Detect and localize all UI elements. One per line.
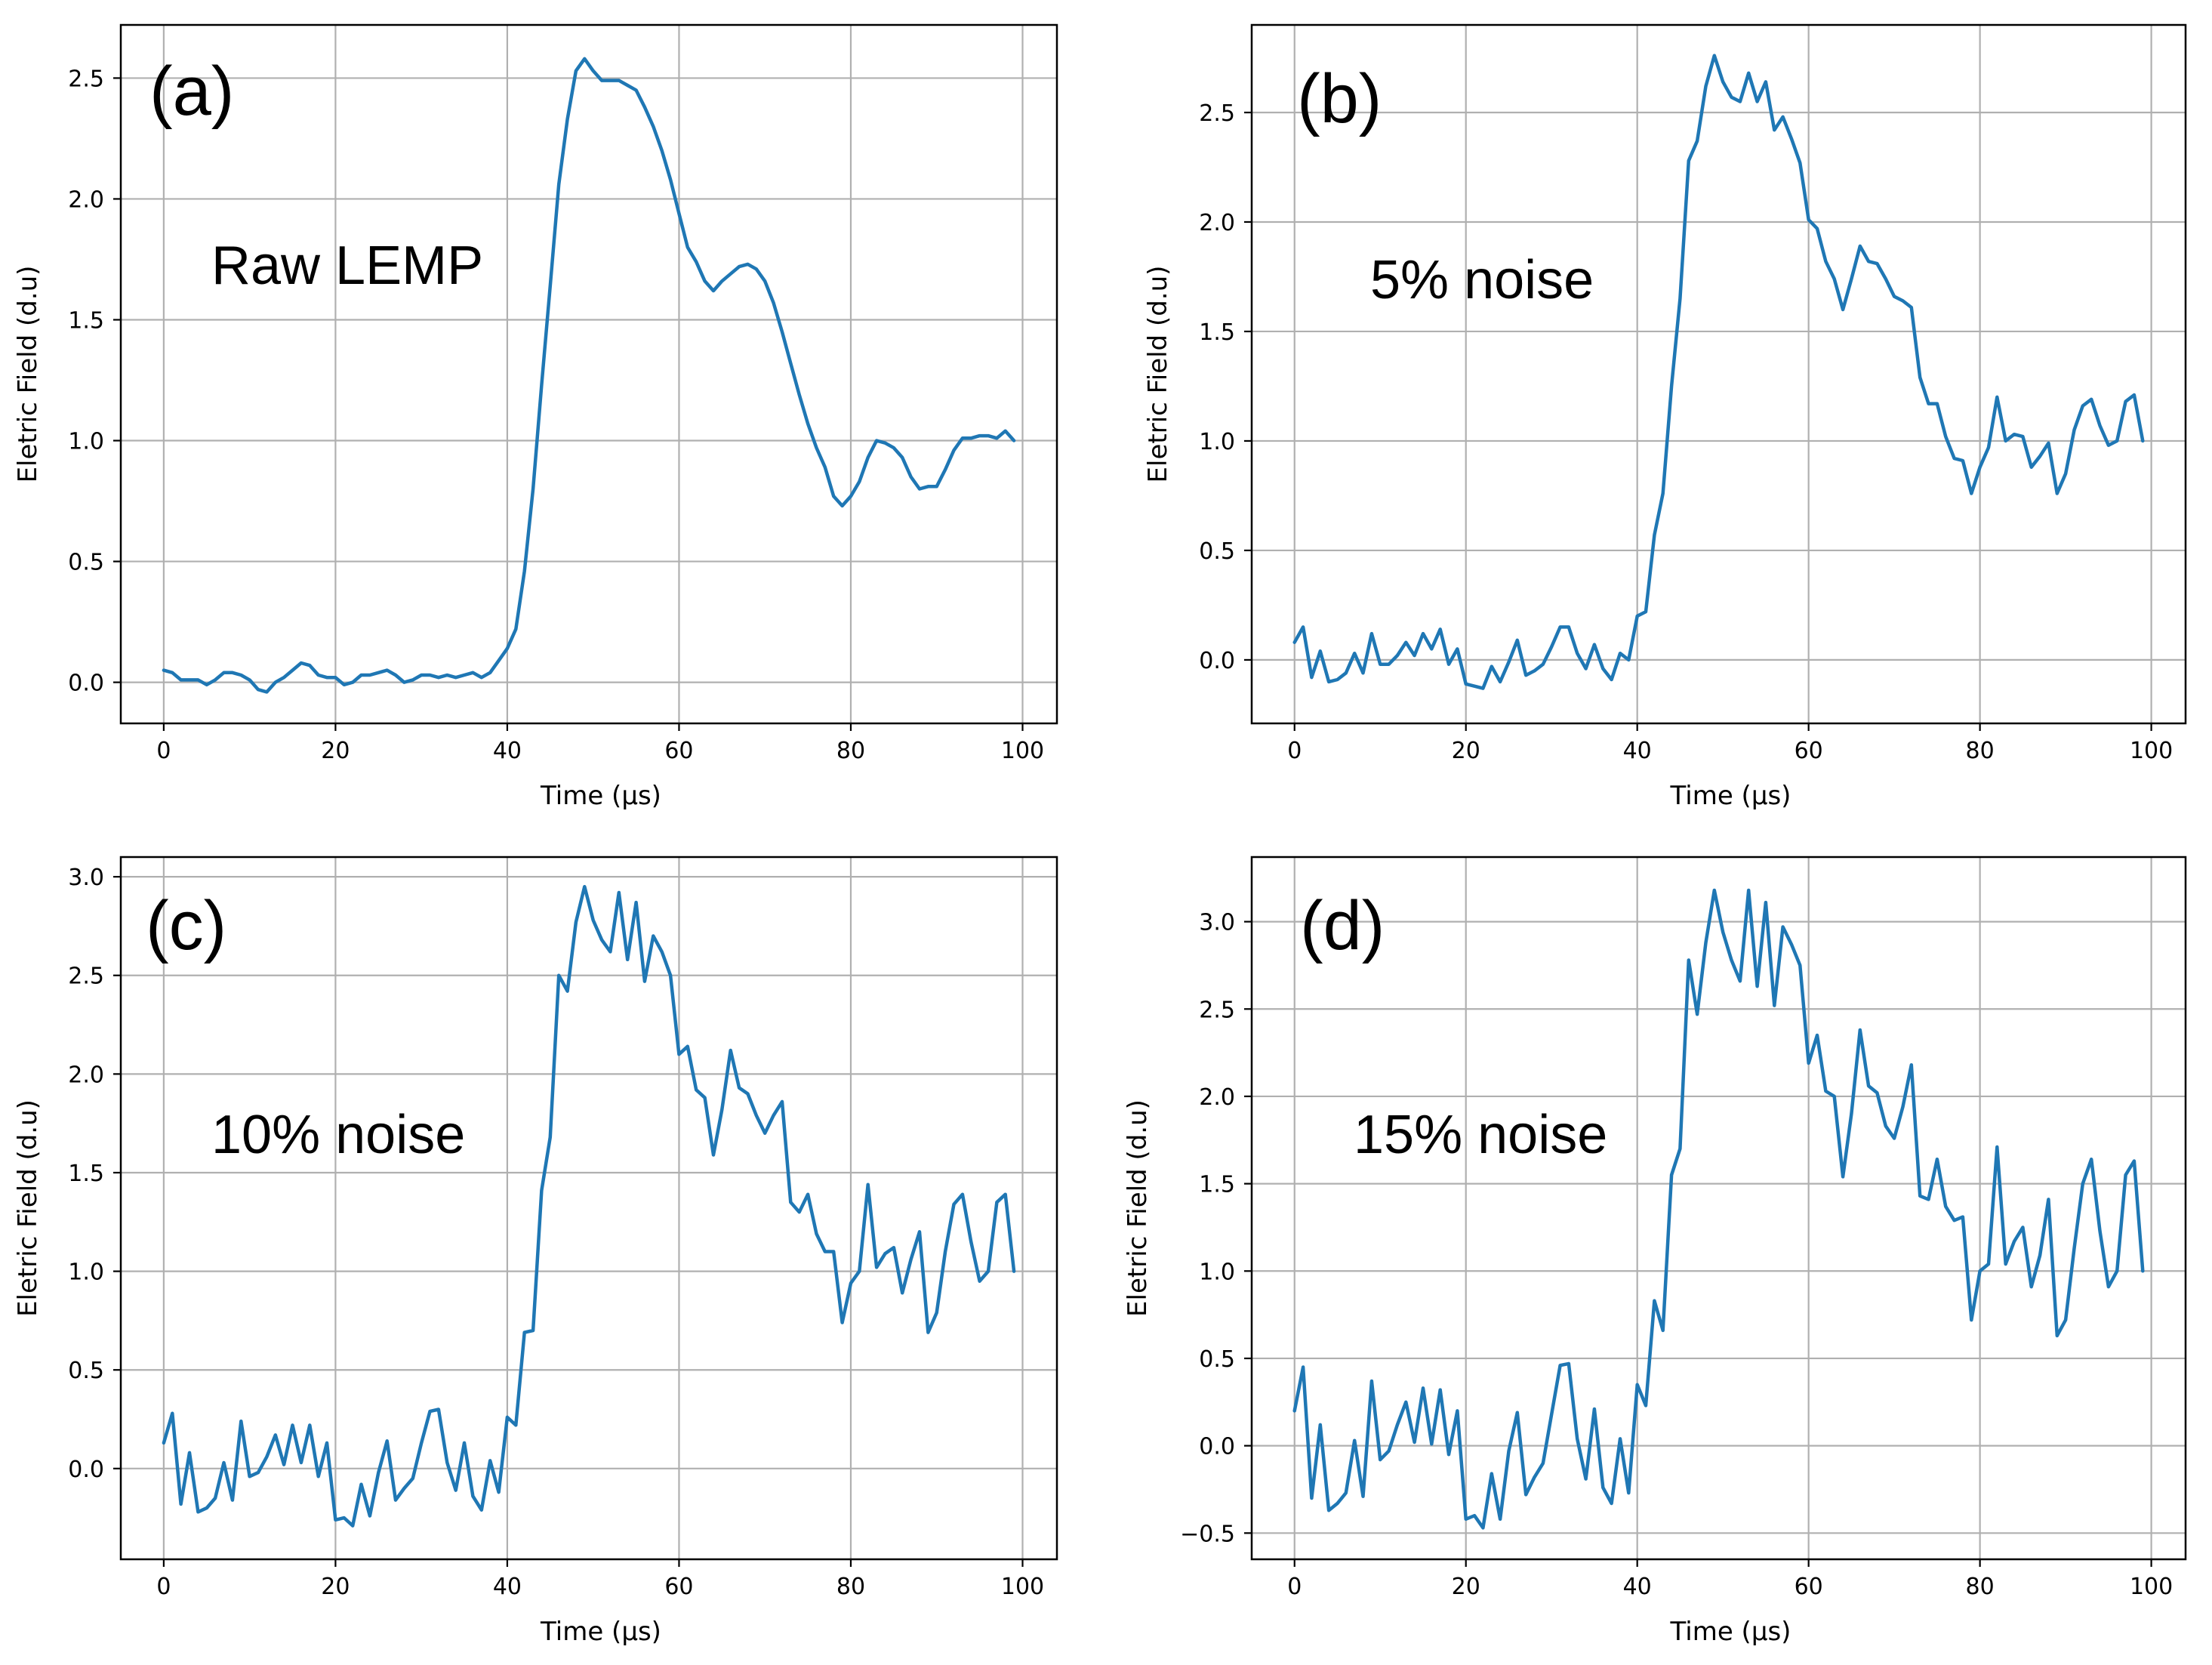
y-tick-label: 1.0 <box>1199 1259 1235 1285</box>
plot-frame <box>119 23 1058 725</box>
panel-label: (b) <box>1297 60 1382 137</box>
x-tick-label: 80 <box>1966 1574 1995 1600</box>
plot-frame <box>1250 23 2187 725</box>
y-tick-label: 0.5 <box>1199 538 1235 565</box>
x-tick-label: 100 <box>2130 1574 2173 1600</box>
y-tick-label: 2.0 <box>68 187 104 213</box>
y-tick-label: 1.0 <box>68 1260 104 1286</box>
y-tick-label: 1.0 <box>68 429 104 455</box>
x-axis-label: Time (μs) <box>540 781 661 811</box>
panel-annotation: 10% noise <box>211 1105 465 1165</box>
x-tick-label: 80 <box>836 1574 865 1600</box>
series-line <box>1292 888 2145 1530</box>
y-tick-label: 1.5 <box>68 307 104 334</box>
x-tick-label: 60 <box>664 738 693 764</box>
x-axis-label: Time (μs) <box>1670 781 1791 811</box>
x-tick-label: 0 <box>156 738 171 764</box>
x-tick-label: 60 <box>1795 1574 1823 1600</box>
x-tick-label: 80 <box>1966 738 1995 764</box>
y-tick-label: 3.0 <box>68 865 104 891</box>
x-tick-label: 60 <box>1795 738 1823 764</box>
y-axis-label: Eletric Field (d.u) <box>13 1099 43 1317</box>
y-tick-label: 2.0 <box>1199 210 1235 236</box>
x-tick-label: 20 <box>1452 1574 1480 1600</box>
y-tick-label: 2.0 <box>1199 1084 1235 1111</box>
x-tick-label: 0 <box>1287 1574 1302 1600</box>
y-axis-label: Eletric Field (d.u) <box>1143 266 1173 483</box>
x-tick-label: 40 <box>1623 738 1652 764</box>
x-tick-label: 100 <box>1001 1574 1044 1600</box>
y-tick-label: 2.5 <box>68 66 104 92</box>
y-tick-label: 1.5 <box>68 1161 104 1187</box>
x-tick-label: 60 <box>664 1574 693 1600</box>
panel-label: (c) <box>146 887 226 964</box>
panel-annotation: Raw LEMP <box>211 236 483 296</box>
x-axis-label: Time (μs) <box>540 1617 661 1647</box>
y-axis-label: Eletric Field (d.u) <box>13 266 43 483</box>
x-tick-label: 0 <box>156 1574 171 1600</box>
y-tick-label: 2.5 <box>1199 997 1235 1023</box>
chart-panel-a: 0 20 40 60 80 100 0.0 0.5 1.0 1.5 2.0 2.5 Time (μs) E… <box>13 23 1058 811</box>
plot-frame <box>1250 856 2187 1561</box>
y-tick-label: −0.5 <box>1180 1521 1235 1547</box>
y-tick-label: 3.0 <box>1199 910 1235 936</box>
y-tick-label: 0.0 <box>1199 1434 1235 1460</box>
chart-panel-c: 0 20 40 60 80 100 0.0 0.5 1.0 1.5 2.0 2.5 3.0 Time (μ… <box>13 856 1058 1647</box>
y-tick-label: 0.5 <box>1199 1346 1235 1373</box>
x-tick-label: 100 <box>2130 738 2173 764</box>
y-tick-label: 0.0 <box>1199 648 1235 674</box>
panel-label: (d) <box>1300 887 1385 964</box>
x-tick-label: 40 <box>1623 1574 1652 1600</box>
y-tick-label: 0.0 <box>68 1457 104 1483</box>
plot-frame <box>119 856 1058 1561</box>
series-line <box>162 884 1016 1528</box>
x-tick-label: 20 <box>321 1574 350 1600</box>
x-tick-label: 80 <box>836 738 865 764</box>
x-tick-label: 40 <box>493 1574 522 1600</box>
x-axis-label: Time (μs) <box>1670 1617 1791 1647</box>
y-tick-label: 0.5 <box>68 550 104 576</box>
panel-label: (a) <box>149 53 234 130</box>
chart-panel-d: 0 20 40 60 80 100 −0.5 0.0 0.5 1.0 1.5 2.0 2.5 3.0 Tim… <box>1123 856 2187 1647</box>
y-tick-label: 1.5 <box>1199 319 1235 346</box>
y-tick-label: 0.0 <box>68 671 104 697</box>
panel-annotation: 15% noise <box>1354 1105 1607 1165</box>
x-tick-label: 20 <box>1452 738 1480 764</box>
y-tick-label: 2.5 <box>68 964 104 990</box>
x-tick-label: 100 <box>1001 738 1044 764</box>
y-axis-label: Eletric Field (d.u) <box>1123 1099 1153 1317</box>
y-tick-label: 0.5 <box>68 1358 104 1384</box>
y-tick-label: 2.5 <box>1199 100 1235 127</box>
y-tick-label: 2.0 <box>68 1062 104 1088</box>
x-tick-label: 0 <box>1287 738 1302 764</box>
series-line <box>1292 54 2145 690</box>
series-line <box>162 57 1016 694</box>
y-tick-label: 1.0 <box>1199 429 1235 455</box>
x-tick-label: 40 <box>493 738 522 764</box>
chart-panel-b: 0 20 40 60 80 100 0.0 0.5 1.0 1.5 2.0 2.5 Time (μs) E… <box>1143 23 2187 811</box>
panel-annotation: 5% noise <box>1370 250 1594 310</box>
x-tick-label: 20 <box>321 738 350 764</box>
y-tick-label: 1.5 <box>1199 1172 1235 1198</box>
